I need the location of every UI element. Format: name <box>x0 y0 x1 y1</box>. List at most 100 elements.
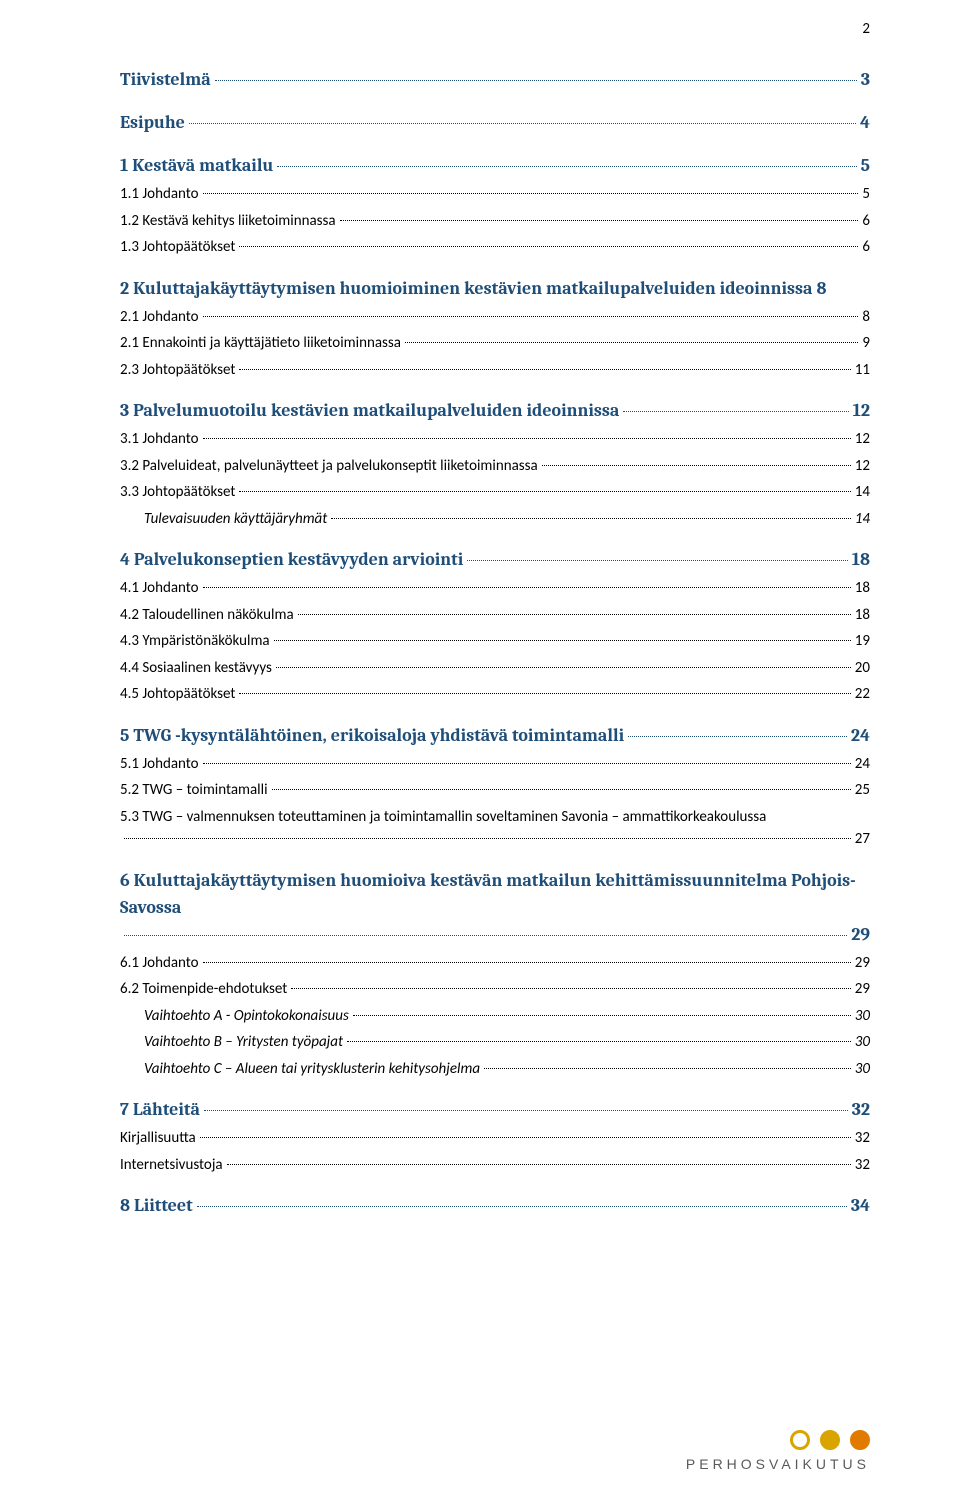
toc-label: 4.2 Taloudellinen näkökulma <box>120 604 294 627</box>
toc-leader <box>298 614 851 615</box>
toc-entry[interactable]: 4.1 Johdanto18 <box>120 577 870 600</box>
toc-entry[interactable]: 2.1 Ennakointi ja käyttäjätieto liiketoi… <box>120 332 870 355</box>
toc-entry[interactable]: 1.2 Kestävä kehitys liiketoiminnassa6 <box>120 210 870 233</box>
toc-leader <box>227 1164 851 1165</box>
footer-logo: PERHOSVAIKUTUS <box>686 1430 870 1472</box>
document-page: 2 Tiivistelmä3Esipuhe41 Kestävä matkailu… <box>0 0 960 1508</box>
toc-page-number: 5 <box>861 152 870 179</box>
toc-leader <box>204 1110 848 1111</box>
toc-entry[interactable]: 1.1 Johdanto5 <box>120 183 870 206</box>
toc-entry[interactable]: 2.1 Johdanto 8 <box>120 306 870 329</box>
toc-leader <box>203 587 851 588</box>
toc-leader <box>203 316 859 317</box>
toc-leader <box>197 1206 847 1207</box>
toc-entry[interactable]: 5.3 TWG – valmennuksen toteuttaminen ja … <box>120 806 870 851</box>
toc-entry[interactable]: 8 Liitteet 34 <box>120 1192 870 1219</box>
toc-page-number: 32 <box>852 1096 870 1123</box>
toc-leader <box>215 80 857 81</box>
toc-entry[interactable]: 4 Palvelukonseptien kestävyyden arvioint… <box>120 546 870 573</box>
toc-entry[interactable]: 3.1 Johdanto 12 <box>120 428 870 451</box>
toc-entry[interactable]: 6 Kuluttajakäyttäytymisen huomioiva kest… <box>120 867 870 948</box>
toc-entry[interactable]: 1.3 Johtopäätökset 6 <box>120 236 870 259</box>
toc-page-number: 18 <box>855 604 870 627</box>
toc-leader <box>124 838 851 839</box>
toc-entry[interactable]: Vaihtoehto C – Alueen tai yritysklusteri… <box>120 1058 870 1081</box>
toc-entry[interactable]: 3.3 Johtopäätökset14 <box>120 481 870 504</box>
toc-page-number: 12 <box>855 428 870 451</box>
toc-entry[interactable]: 4.5 Johtopäätökset 22 <box>120 683 870 706</box>
toc-leader <box>347 1041 851 1042</box>
toc-label: Esipuhe <box>120 109 185 136</box>
toc-label: 3.3 Johtopäätökset <box>120 481 235 504</box>
toc-label: 5.3 TWG – valmennuksen toteuttaminen ja … <box>120 806 870 829</box>
toc-page-number: 6 <box>862 210 870 233</box>
toc-leader <box>467 560 847 561</box>
toc-leader <box>353 1015 851 1016</box>
toc-label: Internetsivustoja <box>120 1154 223 1177</box>
toc-leader <box>200 1137 851 1138</box>
toc-page-number: 29 <box>851 921 870 948</box>
toc-leader <box>203 438 851 439</box>
toc-label: 2.1 Johdanto <box>120 306 199 329</box>
toc-page-number: 12 <box>855 455 870 478</box>
toc-label: 3.1 Johdanto <box>120 428 199 451</box>
toc-page-number: 14 <box>855 508 870 531</box>
toc-label: 5 TWG -kysyntälähtöinen, erikoisaloja yh… <box>120 722 624 749</box>
toc-label: 4.4 Sosiaalinen kestävyys <box>120 657 272 680</box>
toc-entry[interactable]: Esipuhe4 <box>120 109 870 136</box>
toc-entry[interactable]: 7 Lähteitä 32 <box>120 1096 870 1123</box>
toc-entry[interactable]: 2.3 Johtopäätökset11 <box>120 359 870 382</box>
toc-label: 5.1 Johdanto <box>120 753 199 776</box>
toc-page-number: 18 <box>855 577 870 600</box>
toc-entry[interactable]: Kirjallisuutta 32 <box>120 1127 870 1150</box>
toc-leader <box>276 667 851 668</box>
toc-label: Tulevaisuuden käyttäjäryhmät <box>144 508 327 531</box>
toc-label: 4.5 Johtopäätökset <box>120 683 235 706</box>
toc-label: 7 Lähteitä <box>120 1096 200 1123</box>
toc-leader <box>291 988 850 989</box>
toc-page-number: 32 <box>855 1127 870 1150</box>
toc-label: 2 Kuluttajakäyttäytymisen huomioiminen k… <box>120 278 826 299</box>
toc-label: 8 Liitteet <box>120 1192 193 1219</box>
toc-label: 4.3 Ympäristönäkökulma <box>120 630 270 653</box>
toc-page-number: 24 <box>851 722 870 749</box>
toc-entry[interactable]: Vaihtoehto A - Opintokokonaisuus 30 <box>120 1005 870 1028</box>
toc-page-number: 11 <box>855 359 870 382</box>
toc-entry[interactable]: 6.1 Johdanto29 <box>120 952 870 975</box>
toc-entry[interactable]: Internetsivustoja32 <box>120 1154 870 1177</box>
toc-entry[interactable]: Tiivistelmä3 <box>120 66 870 93</box>
toc-leader <box>239 693 850 694</box>
toc-label: Vaihtoehto C – Alueen tai yritysklusteri… <box>144 1058 480 1081</box>
toc-entry[interactable]: 3 Palvelumuotoilu kestävien matkailupalv… <box>120 397 870 424</box>
toc-entry[interactable]: Tulevaisuuden käyttäjäryhmät 14 <box>120 508 870 531</box>
toc-page-number: 34 <box>851 1192 870 1219</box>
toc-label: Kirjallisuutta <box>120 1127 196 1150</box>
toc-entry[interactable]: 4.3 Ympäristönäkökulma19 <box>120 630 870 653</box>
toc-entry[interactable]: 4.4 Sosiaalinen kestävyys20 <box>120 657 870 680</box>
toc-entry[interactable]: 6.2 Toimenpide-ehdotukset29 <box>120 978 870 1001</box>
toc-page-number: 22 <box>855 683 870 706</box>
toc-leader <box>340 220 859 221</box>
toc-entry[interactable]: 1 Kestävä matkailu5 <box>120 152 870 179</box>
toc-label: 6.2 Toimenpide-ehdotukset <box>120 978 287 1001</box>
toc-label: 1.3 Johtopäätökset <box>120 236 235 259</box>
toc-label: 6 Kuluttajakäyttäytymisen huomioiva kest… <box>120 867 870 921</box>
toc-entry[interactable]: 4.2 Taloudellinen näkökulma 18 <box>120 604 870 627</box>
toc-label: Vaihtoehto A - Opintokokonaisuus <box>144 1005 349 1028</box>
toc-page-number: 8 <box>862 306 870 329</box>
toc-label: 6.1 Johdanto <box>120 952 199 975</box>
toc-entry[interactable]: 2 Kuluttajakäyttäytymisen huomioiminen k… <box>120 275 870 302</box>
toc-entry[interactable]: 5 TWG -kysyntälähtöinen, erikoisaloja yh… <box>120 722 870 749</box>
toc-leader <box>331 518 850 519</box>
toc-entry[interactable]: 5.2 TWG – toimintamalli25 <box>120 779 870 802</box>
toc-entry[interactable]: 5.1 Johdanto24 <box>120 753 870 776</box>
toc-label: Vaihtoehto B – Yritysten työpajat <box>144 1031 343 1054</box>
toc-page-number: 30 <box>855 1058 870 1081</box>
toc-entry[interactable]: 3.2 Palveluideat, palvelunäytteet ja pal… <box>120 455 870 478</box>
toc-page-number: 30 <box>855 1005 870 1028</box>
toc-page-number: 6 <box>862 236 870 259</box>
toc-entry[interactable]: Vaihtoehto B – Yritysten työpajat30 <box>120 1031 870 1054</box>
toc-label: 4 Palvelukonseptien kestävyyden arvioint… <box>120 546 463 573</box>
toc-label: 2.1 Ennakointi ja käyttäjätieto liiketoi… <box>120 332 401 355</box>
toc-leader <box>203 962 851 963</box>
